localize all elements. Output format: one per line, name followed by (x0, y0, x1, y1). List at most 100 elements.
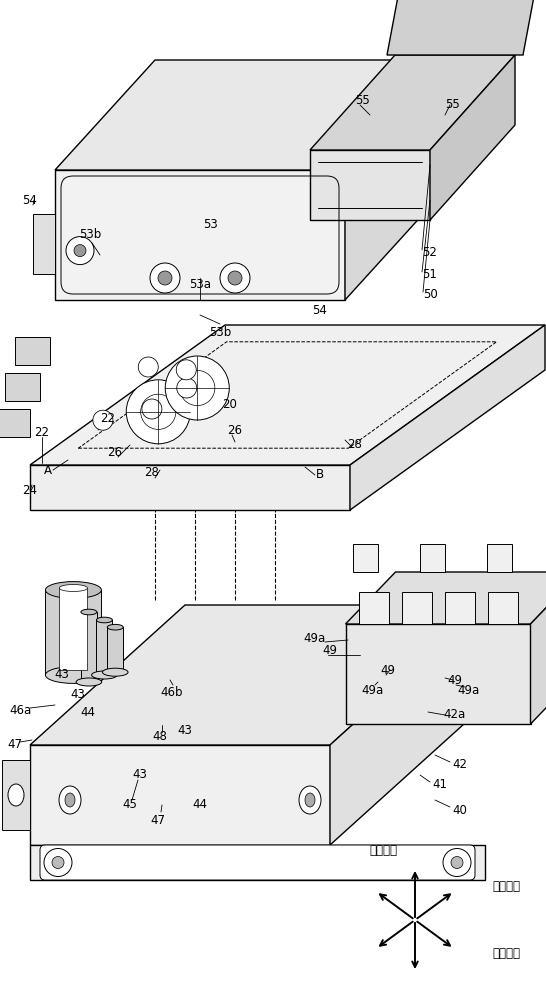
Ellipse shape (8, 784, 24, 806)
Ellipse shape (65, 793, 75, 807)
Polygon shape (444, 592, 474, 624)
Polygon shape (387, 0, 538, 55)
Circle shape (93, 410, 113, 430)
Text: 43: 43 (133, 768, 147, 782)
Polygon shape (531, 572, 546, 724)
Text: 53b: 53b (79, 229, 101, 241)
Text: 26: 26 (228, 424, 242, 436)
Text: 42: 42 (453, 758, 467, 772)
Circle shape (443, 848, 471, 876)
Circle shape (126, 380, 190, 444)
Text: 49: 49 (448, 674, 462, 686)
Polygon shape (353, 544, 378, 572)
Polygon shape (107, 627, 123, 672)
Polygon shape (487, 544, 512, 572)
Text: 44: 44 (80, 706, 96, 718)
Text: 52: 52 (423, 245, 437, 258)
Text: 24: 24 (22, 484, 37, 496)
Ellipse shape (107, 624, 123, 630)
Polygon shape (345, 60, 445, 300)
Polygon shape (350, 325, 545, 510)
Text: 51: 51 (423, 268, 437, 282)
Text: 长度方向: 长度方向 (492, 880, 520, 893)
Polygon shape (30, 465, 350, 510)
Polygon shape (2, 760, 30, 830)
Text: 42a: 42a (444, 708, 466, 722)
Text: 53a: 53a (189, 278, 211, 292)
Text: 22: 22 (100, 412, 116, 424)
Text: 55: 55 (354, 94, 370, 106)
Text: 54: 54 (312, 304, 328, 316)
Text: 宽度方向: 宽度方向 (492, 947, 520, 960)
FancyBboxPatch shape (40, 845, 475, 880)
Text: 20: 20 (223, 398, 238, 412)
Polygon shape (346, 624, 531, 724)
Ellipse shape (81, 609, 97, 615)
Text: 49: 49 (323, 644, 337, 656)
Circle shape (451, 856, 463, 868)
Text: 41: 41 (432, 778, 448, 792)
Polygon shape (55, 170, 345, 300)
Text: 43: 43 (55, 668, 69, 682)
Text: 54: 54 (22, 194, 38, 207)
Text: 49: 49 (381, 664, 395, 676)
Ellipse shape (45, 667, 102, 683)
Polygon shape (0, 409, 30, 437)
Polygon shape (45, 590, 102, 675)
Text: 49a: 49a (457, 684, 479, 696)
Circle shape (74, 245, 86, 257)
Circle shape (142, 399, 162, 419)
Text: 53b: 53b (209, 326, 231, 338)
Text: 43: 43 (177, 724, 192, 736)
Circle shape (180, 370, 215, 406)
Text: A: A (44, 464, 52, 477)
Text: 55: 55 (446, 99, 460, 111)
Text: 46b: 46b (161, 686, 183, 698)
Polygon shape (30, 745, 330, 845)
Text: 47: 47 (8, 738, 22, 752)
Text: 26: 26 (108, 446, 122, 458)
Text: 43: 43 (70, 688, 85, 702)
Text: 49a: 49a (361, 684, 383, 696)
Polygon shape (15, 337, 50, 365)
Text: 45: 45 (122, 798, 138, 812)
Circle shape (228, 271, 242, 285)
Text: 47: 47 (151, 814, 165, 826)
Ellipse shape (97, 617, 112, 623)
Polygon shape (488, 592, 518, 624)
Polygon shape (5, 373, 40, 401)
Polygon shape (310, 150, 430, 220)
Circle shape (176, 360, 196, 380)
Circle shape (165, 356, 229, 420)
Polygon shape (330, 605, 485, 845)
Text: 53: 53 (203, 219, 217, 232)
Text: 48: 48 (152, 730, 168, 744)
Ellipse shape (59, 786, 81, 814)
Text: 28: 28 (145, 466, 159, 480)
Polygon shape (60, 588, 87, 670)
Ellipse shape (305, 793, 315, 807)
Text: 40: 40 (453, 804, 467, 816)
Ellipse shape (76, 678, 102, 686)
Text: 22: 22 (34, 426, 50, 438)
Polygon shape (430, 55, 515, 220)
Polygon shape (55, 60, 445, 170)
Text: 49a: 49a (304, 632, 326, 645)
Polygon shape (359, 592, 389, 624)
Polygon shape (401, 592, 431, 624)
Ellipse shape (299, 786, 321, 814)
Text: 厚度方向: 厚度方向 (369, 844, 397, 856)
Text: 28: 28 (348, 438, 363, 452)
Circle shape (66, 237, 94, 265)
Polygon shape (33, 214, 55, 274)
Polygon shape (81, 612, 97, 682)
Polygon shape (30, 845, 485, 880)
Polygon shape (420, 544, 445, 572)
Text: B: B (316, 468, 324, 482)
Polygon shape (346, 572, 546, 624)
Circle shape (150, 263, 180, 293)
Circle shape (52, 856, 64, 868)
Text: 50: 50 (423, 288, 437, 302)
Polygon shape (30, 605, 485, 745)
Circle shape (220, 263, 250, 293)
